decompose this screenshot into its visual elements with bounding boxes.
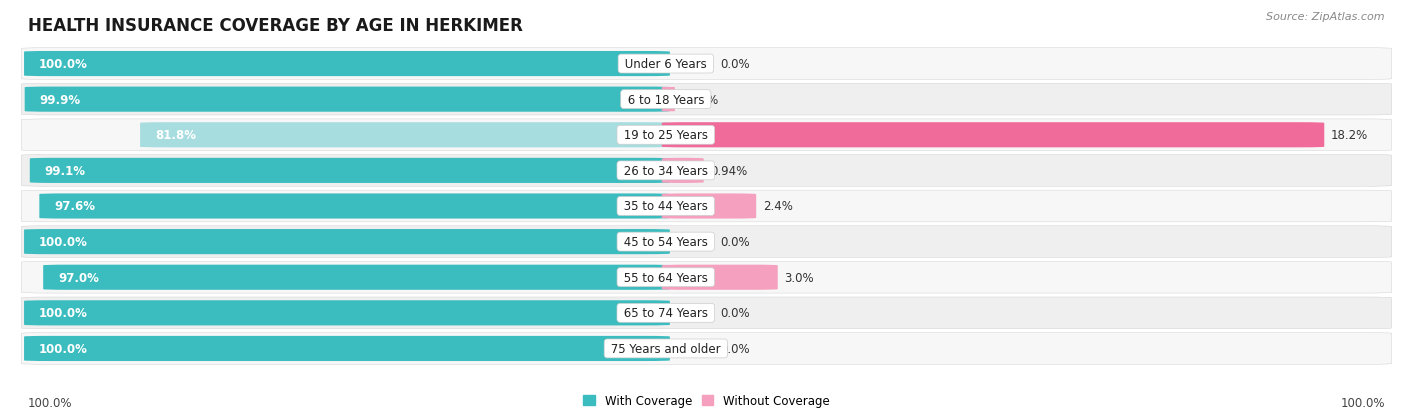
FancyBboxPatch shape [662, 123, 1324, 148]
Text: 0.0%: 0.0% [720, 58, 749, 71]
Text: Source: ZipAtlas.com: Source: ZipAtlas.com [1267, 12, 1385, 22]
FancyBboxPatch shape [24, 52, 669, 77]
FancyBboxPatch shape [141, 123, 669, 148]
FancyBboxPatch shape [44, 265, 669, 290]
Text: 6 to 18 Years: 6 to 18 Years [624, 93, 709, 107]
Text: 35 to 44 Years: 35 to 44 Years [620, 200, 711, 213]
Text: 81.8%: 81.8% [155, 129, 195, 142]
Text: 100.0%: 100.0% [39, 342, 87, 355]
FancyBboxPatch shape [21, 120, 1392, 151]
Text: 100.0%: 100.0% [28, 396, 73, 409]
Text: 0.0%: 0.0% [720, 306, 749, 320]
FancyBboxPatch shape [21, 226, 1392, 258]
Text: 97.6%: 97.6% [55, 200, 96, 213]
FancyBboxPatch shape [21, 333, 1392, 364]
Text: 0.0%: 0.0% [720, 342, 749, 355]
Text: Under 6 Years: Under 6 Years [621, 58, 710, 71]
FancyBboxPatch shape [30, 159, 669, 183]
Text: 55 to 64 Years: 55 to 64 Years [620, 271, 711, 284]
FancyBboxPatch shape [24, 301, 669, 325]
Legend: With Coverage, Without Coverage: With Coverage, Without Coverage [579, 390, 834, 412]
Text: 0.94%: 0.94% [710, 164, 748, 178]
Text: 100.0%: 100.0% [39, 306, 87, 320]
FancyBboxPatch shape [21, 49, 1392, 80]
Text: 75 Years and older: 75 Years and older [607, 342, 724, 355]
Text: 65 to 74 Years: 65 to 74 Years [620, 306, 711, 320]
FancyBboxPatch shape [662, 159, 703, 183]
FancyBboxPatch shape [21, 191, 1392, 222]
FancyBboxPatch shape [24, 230, 669, 254]
FancyBboxPatch shape [25, 88, 669, 112]
Text: 26 to 34 Years: 26 to 34 Years [620, 164, 711, 178]
FancyBboxPatch shape [662, 265, 778, 290]
Text: 100.0%: 100.0% [1340, 396, 1385, 409]
Text: 0.14%: 0.14% [682, 93, 718, 107]
Text: 45 to 54 Years: 45 to 54 Years [620, 235, 711, 249]
Text: 3.0%: 3.0% [785, 271, 814, 284]
FancyBboxPatch shape [24, 336, 669, 361]
FancyBboxPatch shape [651, 88, 686, 112]
FancyBboxPatch shape [21, 297, 1392, 329]
FancyBboxPatch shape [21, 84, 1392, 116]
Text: 99.1%: 99.1% [45, 164, 86, 178]
Text: 100.0%: 100.0% [39, 235, 87, 249]
FancyBboxPatch shape [662, 194, 756, 219]
Text: 99.9%: 99.9% [39, 93, 80, 107]
Text: 19 to 25 Years: 19 to 25 Years [620, 129, 711, 142]
Text: 18.2%: 18.2% [1331, 129, 1368, 142]
Text: 2.4%: 2.4% [763, 200, 793, 213]
Text: HEALTH INSURANCE COVERAGE BY AGE IN HERKIMER: HEALTH INSURANCE COVERAGE BY AGE IN HERK… [28, 17, 523, 34]
Text: 97.0%: 97.0% [58, 271, 98, 284]
FancyBboxPatch shape [21, 262, 1392, 293]
Text: 0.0%: 0.0% [720, 235, 749, 249]
Text: 100.0%: 100.0% [39, 58, 87, 71]
FancyBboxPatch shape [39, 194, 669, 219]
FancyBboxPatch shape [21, 155, 1392, 187]
